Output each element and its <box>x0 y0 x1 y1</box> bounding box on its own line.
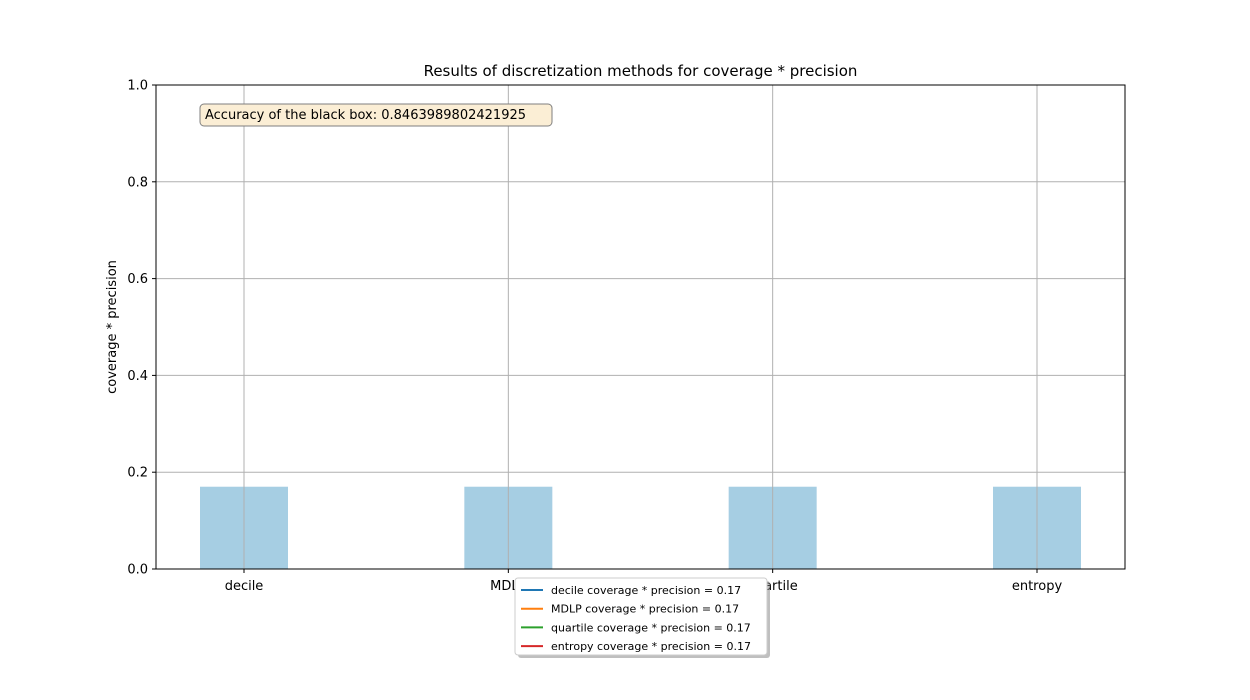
x-tick-label: entropy <box>1012 579 1063 594</box>
y-tick-label: 0.0 <box>127 563 148 578</box>
y-tick-label: 0.6 <box>127 272 148 287</box>
bars-layer <box>200 486 1081 569</box>
legend: decile coverage * precision = 0.17 MDLP c… <box>514 577 770 658</box>
chart-title: Results of discretization methods for co… <box>424 62 858 80</box>
grid-layer <box>156 84 1125 570</box>
annotation-background <box>199 103 553 127</box>
legend-entry: entropy coverage * precision = 0.17 <box>551 640 751 653</box>
legend-box <box>514 577 768 656</box>
annotation-box: Accuracy of the black box: 0.84639898024… <box>199 103 553 127</box>
y-tick-label: 1.0 <box>127 79 148 94</box>
x-tick-label: decile <box>225 579 264 594</box>
plot-frame <box>155 84 1126 570</box>
legend-entry: MDLP coverage * precision = 0.17 <box>551 603 739 616</box>
y-ticks-layer: 0.0 0.2 0.4 0.6 0.8 1.0 <box>127 79 156 578</box>
y-tick-label: 0.2 <box>127 466 148 481</box>
x-grid-layer <box>243 85 1038 569</box>
legend-entry: quartile coverage * precision = 0.17 <box>551 621 751 634</box>
annotation-text: Accuracy of the black box: 0.84639898024… <box>205 108 526 123</box>
y-tick-label: 0.8 <box>127 175 148 190</box>
y-axis-label: coverage * precision <box>105 260 120 394</box>
y-tick-label: 0.4 <box>127 369 148 384</box>
legend-entry: decile coverage * precision = 0.17 <box>551 584 741 597</box>
